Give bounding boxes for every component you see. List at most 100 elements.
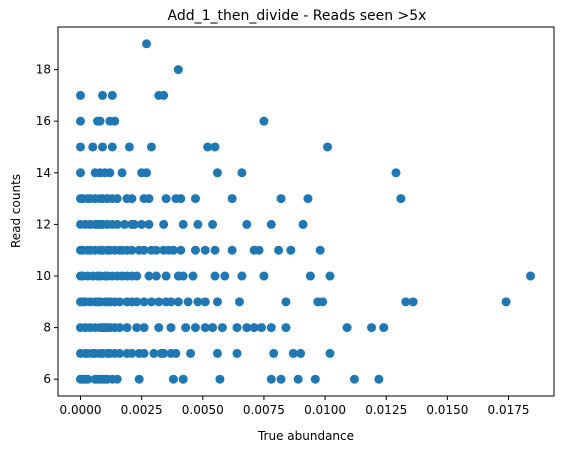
data-point bbox=[232, 323, 242, 333]
data-point bbox=[144, 271, 154, 281]
data-point bbox=[190, 245, 200, 255]
data-point bbox=[210, 271, 220, 281]
data-point bbox=[234, 297, 244, 307]
data-point bbox=[276, 194, 286, 204]
y-tick-label: 10 bbox=[36, 269, 51, 283]
data-point bbox=[173, 297, 183, 307]
data-point bbox=[212, 297, 222, 307]
chart-title: Add_1_then_divide - Reads seen >5x bbox=[168, 8, 427, 24]
data-point bbox=[227, 194, 237, 204]
x-tick-label: 0.0000 bbox=[60, 403, 102, 417]
data-point bbox=[178, 374, 188, 384]
data-point bbox=[139, 297, 149, 307]
x-axis-label: True abundance bbox=[257, 429, 354, 443]
data-point bbox=[203, 142, 213, 152]
data-point bbox=[200, 297, 210, 307]
data-point bbox=[154, 297, 164, 307]
data-point bbox=[98, 90, 108, 100]
data-point bbox=[159, 219, 169, 229]
data-point bbox=[151, 271, 161, 281]
data-point bbox=[183, 297, 193, 307]
data-point bbox=[210, 142, 220, 152]
data-point bbox=[146, 297, 156, 307]
x-tick-label: 0.0025 bbox=[121, 403, 163, 417]
data-point bbox=[176, 245, 186, 255]
data-point bbox=[122, 323, 132, 333]
data-point bbox=[161, 271, 171, 281]
data-point bbox=[76, 168, 86, 178]
data-point bbox=[325, 271, 335, 281]
y-axis-label: Read counts bbox=[9, 174, 23, 248]
data-point bbox=[217, 323, 227, 333]
data-point bbox=[139, 323, 149, 333]
data-point bbox=[349, 374, 359, 384]
data-point bbox=[379, 323, 389, 333]
data-point bbox=[526, 271, 536, 281]
data-point bbox=[127, 245, 137, 255]
data-point bbox=[220, 271, 230, 281]
data-point bbox=[208, 323, 218, 333]
data-point bbox=[200, 323, 210, 333]
data-point bbox=[298, 219, 308, 229]
x-tick-label: 0.0150 bbox=[426, 403, 468, 417]
data-point bbox=[254, 245, 264, 255]
data-point bbox=[115, 348, 125, 358]
data-point bbox=[305, 271, 315, 281]
data-point bbox=[149, 348, 159, 358]
data-point bbox=[281, 323, 291, 333]
data-point bbox=[401, 297, 411, 307]
data-point bbox=[266, 219, 276, 229]
data-point bbox=[274, 245, 284, 255]
data-point bbox=[190, 194, 200, 204]
data-point bbox=[256, 323, 266, 333]
y-tick-label: 12 bbox=[36, 217, 51, 231]
data-point bbox=[146, 142, 156, 152]
data-point bbox=[249, 323, 259, 333]
data-point bbox=[178, 219, 188, 229]
data-points bbox=[76, 39, 536, 384]
data-point bbox=[296, 348, 306, 358]
data-point bbox=[173, 65, 183, 75]
y-tick-label: 6 bbox=[43, 372, 51, 386]
data-point bbox=[342, 323, 352, 333]
data-point bbox=[266, 374, 276, 384]
data-point bbox=[408, 297, 418, 307]
data-point bbox=[186, 348, 196, 358]
data-point bbox=[237, 271, 247, 281]
y-tick-label: 18 bbox=[36, 63, 51, 77]
data-point bbox=[161, 194, 171, 204]
x-tick-label: 0.0125 bbox=[365, 403, 407, 417]
x-tick-label: 0.0100 bbox=[304, 403, 346, 417]
data-point bbox=[293, 374, 303, 384]
data-point bbox=[269, 348, 279, 358]
data-point bbox=[142, 168, 152, 178]
x-tick-label: 0.0175 bbox=[488, 403, 530, 417]
data-point bbox=[325, 348, 335, 358]
data-point bbox=[208, 219, 218, 229]
data-point bbox=[137, 219, 147, 229]
data-point bbox=[166, 297, 176, 307]
data-point bbox=[374, 374, 384, 384]
data-point bbox=[286, 245, 296, 255]
data-point bbox=[107, 142, 117, 152]
data-point bbox=[303, 194, 313, 204]
data-point bbox=[232, 348, 242, 358]
data-point bbox=[132, 297, 142, 307]
data-point bbox=[83, 374, 93, 384]
y-tick-label: 8 bbox=[43, 321, 51, 335]
data-point bbox=[193, 297, 203, 307]
data-point bbox=[124, 142, 134, 152]
data-point bbox=[227, 245, 237, 255]
data-point bbox=[190, 323, 200, 333]
data-point bbox=[176, 194, 186, 204]
data-point bbox=[242, 219, 252, 229]
data-point bbox=[276, 374, 286, 384]
data-point bbox=[132, 271, 142, 281]
data-point bbox=[134, 374, 144, 384]
data-point bbox=[212, 348, 222, 358]
data-point bbox=[396, 194, 406, 204]
x-tick-label: 0.0050 bbox=[182, 403, 224, 417]
data-point bbox=[288, 348, 298, 358]
data-point bbox=[127, 194, 137, 204]
